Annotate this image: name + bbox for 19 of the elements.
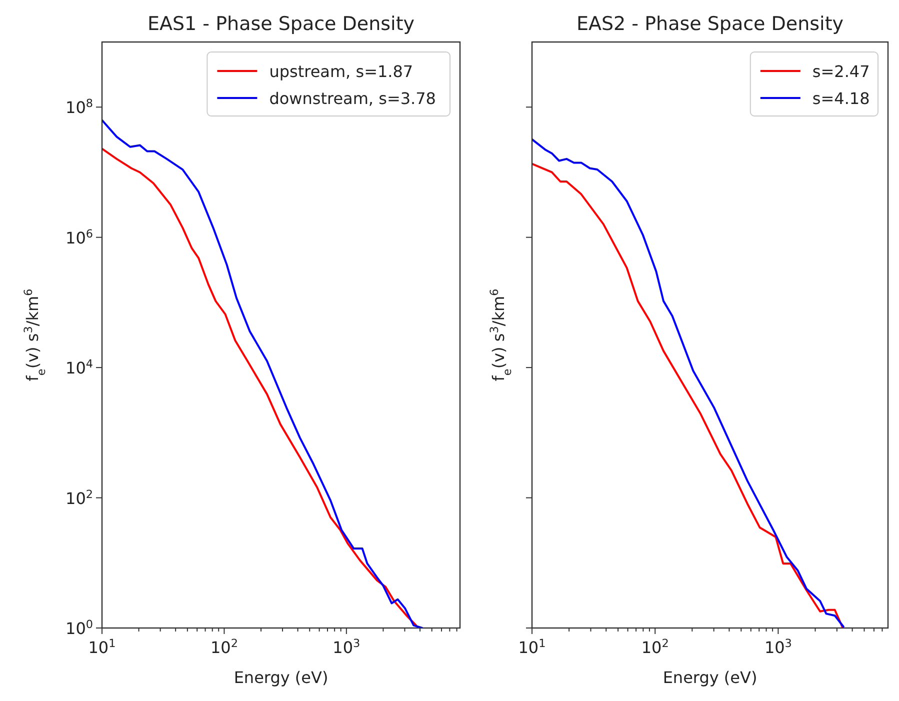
- legend-label: downstream, s=3.78: [269, 89, 436, 108]
- x-tick-label: 10$^{1}$: [88, 636, 116, 657]
- x-tick-label: 10$^{1}$: [518, 636, 546, 657]
- x-axis-title: Energy (eV): [662, 668, 758, 687]
- y-tick-label: 10$^{0}$: [66, 618, 93, 638]
- x-axis-title: Energy (eV): [234, 668, 328, 687]
- x-tick-label: 10$^{3}$: [764, 636, 792, 657]
- x-tick-label: 10$^{2}$: [210, 636, 238, 657]
- x-tick-label: 10$^{3}$: [332, 636, 360, 657]
- y-tick-label: 10$^{2}$: [66, 487, 93, 508]
- y-tick-label: 10$^{4}$: [66, 357, 93, 378]
- legend-label: s=4.18: [812, 89, 870, 108]
- legend-label: upstream, s=1.87: [269, 62, 414, 81]
- chart-title: EAS1 - Phase Space Density: [147, 13, 415, 35]
- legend-label: s=2.47: [812, 62, 870, 81]
- y-tick-label: 10$^{8}$: [66, 96, 93, 118]
- x-tick-label: 10$^{2}$: [641, 636, 669, 657]
- y-tick-label: 10$^{6}$: [66, 226, 93, 248]
- chart-title: EAS2 - Phase Space Density: [576, 13, 844, 35]
